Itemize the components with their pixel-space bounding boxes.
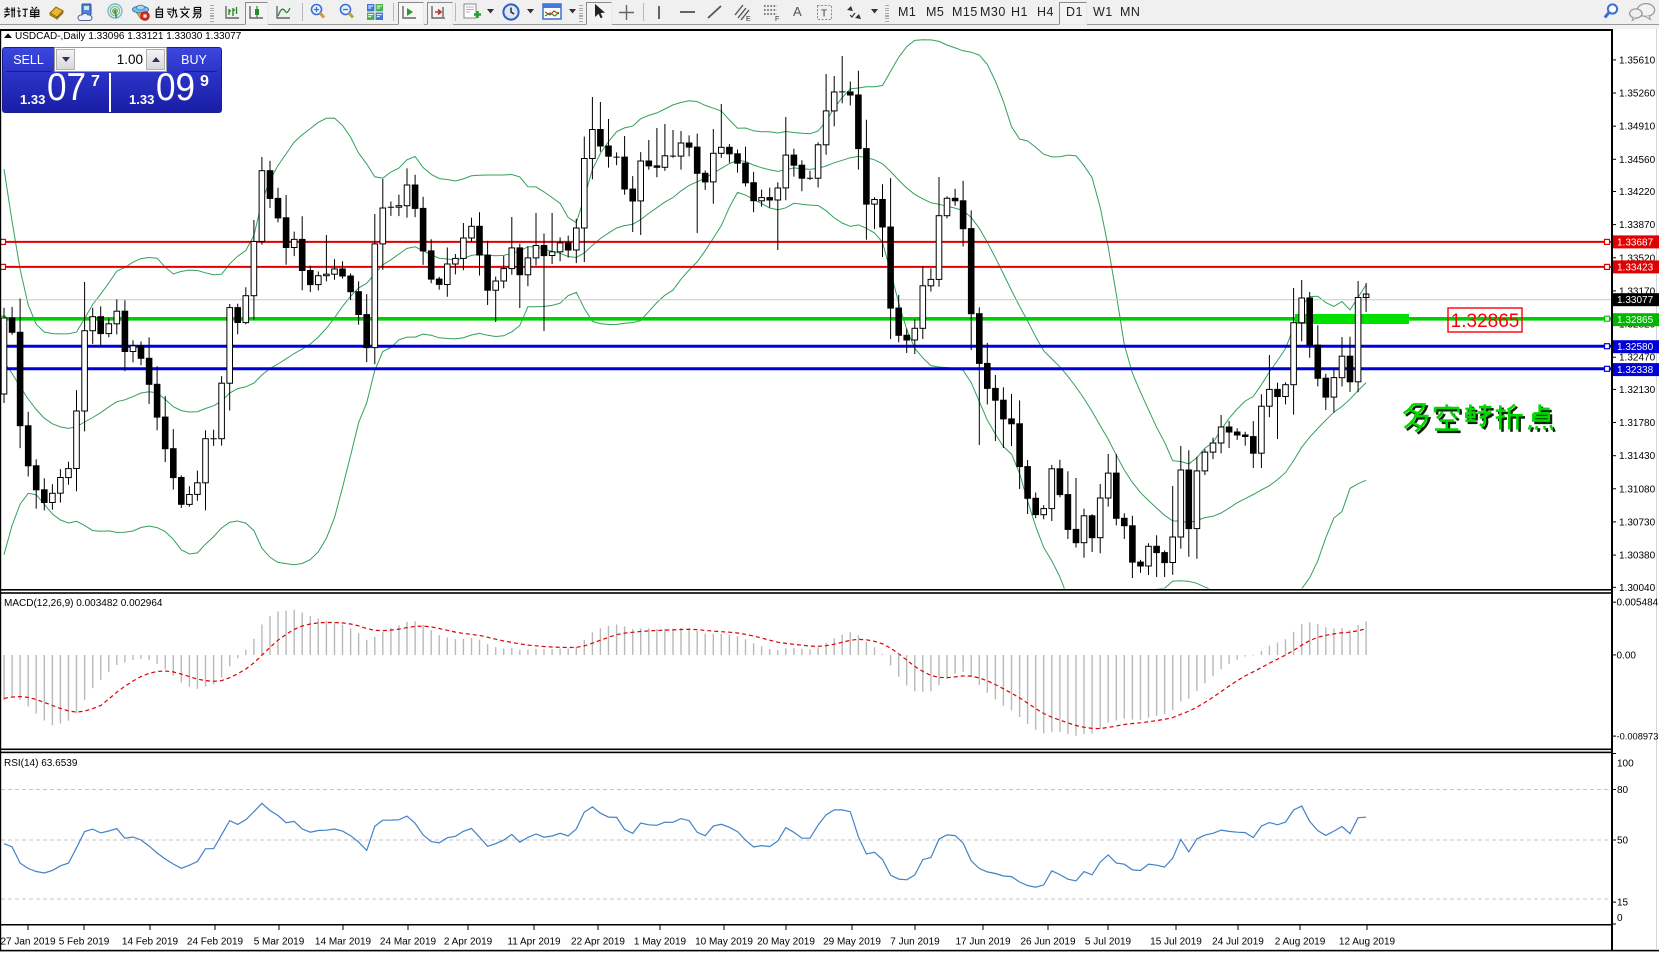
svg-text:24 Feb 2019: 24 Feb 2019 — [187, 937, 244, 948]
svg-text:29 May 2019: 29 May 2019 — [823, 937, 881, 948]
svg-text:1.33520: 1.33520 — [1619, 253, 1656, 264]
svg-text:0.00: 0.00 — [1617, 650, 1637, 661]
svg-text:14 Feb 2019: 14 Feb 2019 — [122, 937, 179, 948]
svg-text:100: 100 — [1617, 758, 1634, 769]
svg-text:2 Aug 2019: 2 Aug 2019 — [1275, 937, 1326, 948]
svg-text:2 Apr 2019: 2 Apr 2019 — [444, 937, 493, 948]
svg-text:1.30730: 1.30730 — [1619, 517, 1656, 528]
svg-text:MACD(12,26,9) 0.003482 0.00296: MACD(12,26,9) 0.003482 0.002964 — [4, 598, 163, 609]
svg-text:20 May 2019: 20 May 2019 — [757, 937, 815, 948]
svg-text:17 Jun 2019: 17 Jun 2019 — [955, 937, 1010, 948]
svg-text:USDCAD-,Daily 1.33096 1.33121: USDCAD-,Daily 1.33096 1.33121 1.33030 1.… — [15, 31, 242, 42]
svg-text:1.32865: 1.32865 — [1617, 315, 1654, 326]
svg-text:-0.008973: -0.008973 — [1617, 732, 1659, 742]
svg-text:15: 15 — [1617, 898, 1629, 909]
svg-text:10 May 2019: 10 May 2019 — [695, 937, 753, 948]
svg-text:1.32580: 1.32580 — [1617, 342, 1654, 353]
svg-text:7 Jun 2019: 7 Jun 2019 — [890, 937, 940, 948]
svg-text:F: F — [775, 16, 779, 22]
svg-text:11 Apr 2019: 11 Apr 2019 — [507, 937, 561, 948]
svg-text:1.32130: 1.32130 — [1619, 385, 1656, 396]
svg-text:5 Mar 2019: 5 Mar 2019 — [254, 937, 305, 948]
svg-text:1 May 2019: 1 May 2019 — [634, 937, 687, 948]
svg-text:T: T — [821, 9, 827, 20]
svg-text:1.33170: 1.33170 — [1619, 286, 1656, 297]
svg-text:1.31430: 1.31430 — [1619, 451, 1656, 462]
svg-text:15 Jul 2019: 15 Jul 2019 — [1150, 937, 1202, 948]
svg-text:5 Jul 2019: 5 Jul 2019 — [1085, 937, 1132, 948]
svg-text:1.32338: 1.32338 — [1617, 365, 1654, 376]
svg-text:1.34910: 1.34910 — [1619, 122, 1656, 133]
svg-text:12 Aug 2019: 12 Aug 2019 — [1339, 937, 1396, 948]
svg-text:14 Mar 2019: 14 Mar 2019 — [315, 937, 372, 948]
svg-text:0: 0 — [1617, 913, 1623, 924]
svg-text:1.30040: 1.30040 — [1619, 583, 1656, 594]
svg-text:22 Apr 2019: 22 Apr 2019 — [571, 937, 625, 948]
svg-text:1.32470: 1.32470 — [1619, 353, 1656, 364]
svg-text:1.35260: 1.35260 — [1619, 89, 1656, 100]
svg-text:5 Feb 2019: 5 Feb 2019 — [59, 937, 110, 948]
svg-text:1.30380: 1.30380 — [1619, 551, 1656, 562]
svg-text:0.005484: 0.005484 — [1617, 598, 1659, 609]
svg-text:1.33687: 1.33687 — [1617, 237, 1654, 248]
svg-text:1.34220: 1.34220 — [1619, 187, 1656, 198]
svg-text:1.35610: 1.35610 — [1619, 55, 1656, 66]
svg-text:1.31080: 1.31080 — [1619, 484, 1656, 495]
svg-text:1.32865: 1.32865 — [1451, 311, 1520, 332]
svg-text:E: E — [746, 16, 751, 22]
svg-text:1.31780: 1.31780 — [1619, 418, 1656, 429]
svg-text:50: 50 — [1617, 836, 1629, 847]
svg-text:27 Jan 2019: 27 Jan 2019 — [0, 937, 55, 948]
svg-text:26 Jun 2019: 26 Jun 2019 — [1020, 937, 1075, 948]
svg-text:24 Jul 2019: 24 Jul 2019 — [1212, 937, 1264, 948]
svg-text:1.33870: 1.33870 — [1619, 220, 1656, 231]
svg-text:80: 80 — [1617, 785, 1629, 796]
svg-text:1.33077: 1.33077 — [1617, 295, 1654, 306]
svg-text:1.33423: 1.33423 — [1617, 262, 1654, 273]
svg-text:24 Mar 2019: 24 Mar 2019 — [380, 937, 437, 948]
svg-text:1.34560: 1.34560 — [1619, 155, 1656, 166]
svg-text:RSI(14) 63.6539: RSI(14) 63.6539 — [4, 758, 78, 769]
